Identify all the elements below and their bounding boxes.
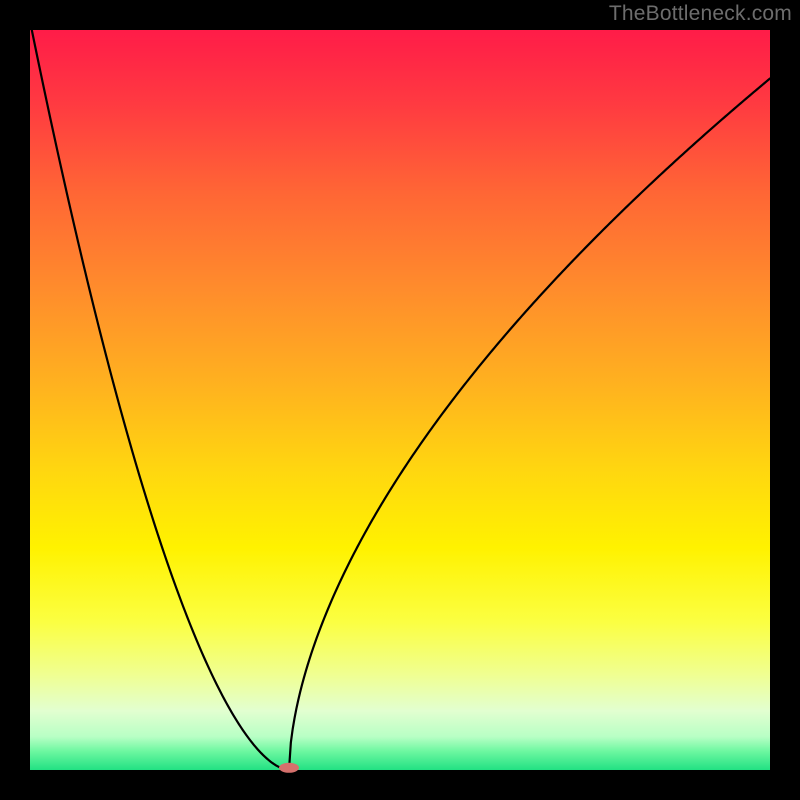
plot-background-gradient: [30, 30, 770, 770]
chart-container: TheBottleneck.com: [0, 0, 800, 800]
watermark-text: TheBottleneck.com: [609, 2, 792, 26]
optimum-marker: [279, 763, 299, 773]
bottleneck-chart: [0, 0, 800, 800]
